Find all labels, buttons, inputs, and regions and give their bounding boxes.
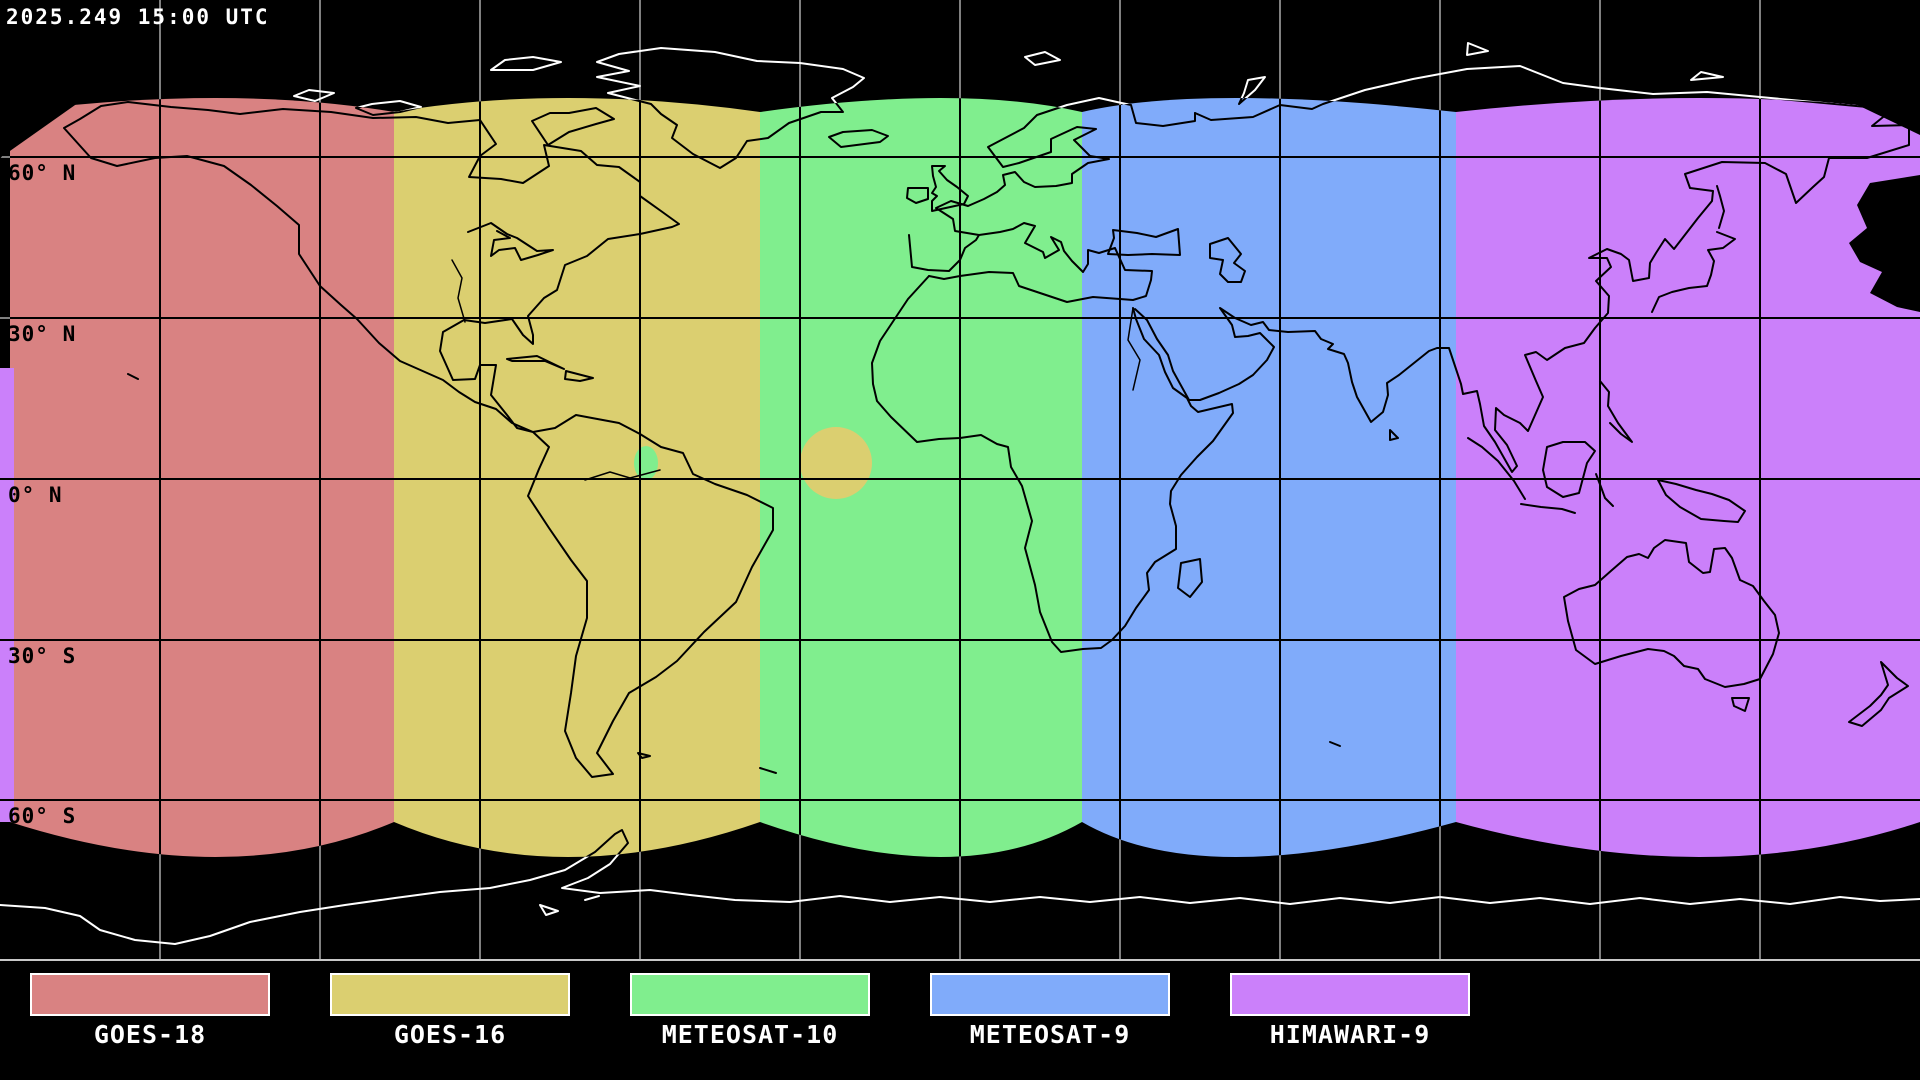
legend-label-himawari-9: HIMAWARI-9 (1269, 1020, 1431, 1049)
zone-himawari-9-wraparound-strip (0, 368, 14, 822)
legend-item-goes-16: GOES-16 (330, 973, 570, 1049)
legend-item-goes-18: GOES-18 (30, 973, 270, 1049)
legend-item-meteosat-9: METEOSAT-9 (930, 973, 1170, 1049)
legend-label-meteosat-10: METEOSAT-10 (661, 1020, 839, 1049)
zone-himawari-9 (1456, 98, 1920, 857)
legend-label-meteosat-9: METEOSAT-9 (969, 1020, 1131, 1049)
legend-item-himawari-9: HIMAWARI-9 (1230, 973, 1470, 1049)
legend: GOES-18 GOES-16 METEOSAT-10 METEOSAT-9 H… (0, 961, 1920, 1080)
zone-goes-16 (394, 98, 760, 857)
world-coverage-map (0, 0, 1920, 961)
zone-meteosat-10 (760, 98, 1082, 857)
scan-gap-right-edge (1849, 175, 1920, 312)
legend-label-goes-18: GOES-18 (93, 1020, 207, 1049)
latitude-label-30s: 30° S (8, 644, 77, 668)
legend-label-goes-16: GOES-16 (393, 1020, 507, 1049)
legend-swatch-goes-18 (30, 973, 270, 1016)
legend-swatch-meteosat-9 (930, 973, 1170, 1016)
overlap-blob-meteosat10-in-goes16 (634, 446, 658, 480)
scan-edge-top-right (1818, 86, 1920, 135)
legend-swatch-goes-16 (330, 973, 570, 1016)
scan-edge-top-left (0, 86, 102, 158)
latitude-label-60s: 60° S (8, 804, 77, 828)
zone-goes-18 (10, 98, 394, 857)
zone-meteosat-9 (1082, 98, 1456, 857)
latitude-label-0n: 0° N (8, 483, 63, 507)
latitude-label-60n: 60° N (8, 161, 77, 185)
latitude-label-30n: 30° N (8, 322, 77, 346)
legend-item-meteosat-10: METEOSAT-10 (630, 973, 870, 1049)
legend-swatch-meteosat-10 (630, 973, 870, 1016)
timestamp: 2025.249 15:00 UTC (6, 5, 270, 29)
overlap-blob-goes16-in-meteosat10 (800, 427, 872, 499)
legend-swatch-himawari-9 (1230, 973, 1470, 1016)
